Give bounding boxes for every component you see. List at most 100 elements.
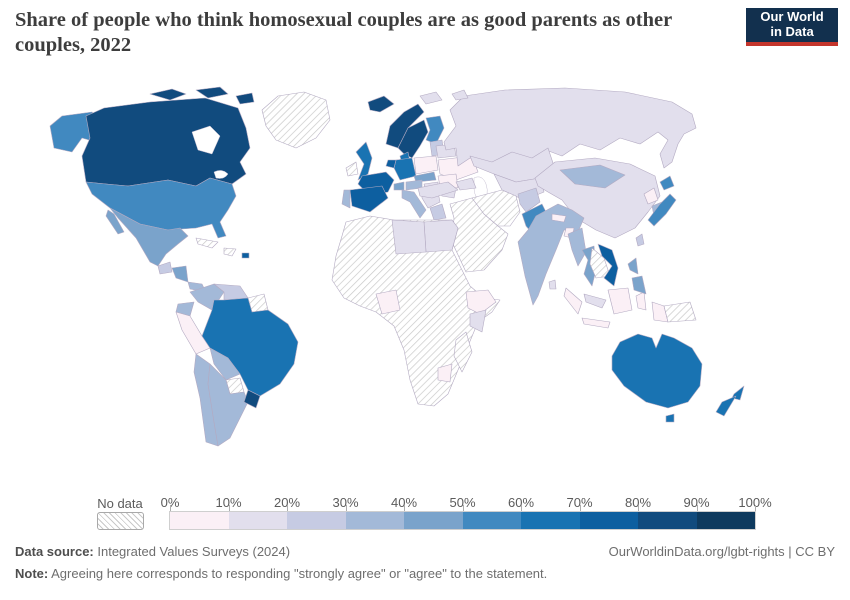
country-united-kingdom[interactable] [355, 141, 373, 181]
country-russia-arctic-island[interactable] [451, 89, 469, 101]
country-indonesia-sulawesi[interactable] [635, 291, 647, 311]
country-cuba[interactable] [195, 237, 219, 249]
country-mexico-baja[interactable] [105, 209, 125, 235]
country-libya[interactable] [391, 219, 427, 255]
legend-tick [462, 505, 464, 512]
legend-tick-label: 0% [160, 495, 180, 510]
country-new-zealand-south[interactable] [715, 395, 737, 417]
legend-tick [345, 505, 347, 512]
legend-bucket-60-70[interactable] [521, 512, 580, 529]
legend-tick-label: 30% [332, 495, 359, 510]
country-japan-honshu[interactable] [647, 193, 677, 227]
country-bolivia[interactable] [209, 347, 241, 381]
legend-bucket-70-80[interactable] [579, 512, 638, 529]
country-caucasus[interactable] [455, 177, 477, 191]
country-germany[interactable] [393, 157, 417, 181]
country-indonesia-borneo[interactable] [607, 287, 633, 315]
country-finland[interactable] [425, 115, 445, 145]
country-egypt[interactable] [423, 219, 459, 253]
legend-tick [638, 505, 639, 512]
country-russia[interactable] [443, 87, 697, 169]
country-canada-island[interactable] [195, 86, 229, 99]
country-canada-island[interactable] [149, 88, 187, 101]
country-china[interactable] [534, 157, 661, 239]
country-poland[interactable] [413, 155, 439, 175]
country-taiwan[interactable] [635, 233, 645, 247]
legend-bucket-80-90[interactable] [638, 512, 697, 529]
country-australia[interactable] [611, 333, 703, 409]
legend-tick-label: 20% [273, 495, 301, 510]
legend-bucket-50-60[interactable] [462, 512, 521, 529]
legend-bucket-10-20[interactable] [228, 512, 287, 529]
country-brazil[interactable] [201, 297, 299, 397]
country-afghanistan[interactable] [517, 187, 541, 213]
legend-tick [287, 505, 288, 512]
country-kenya[interactable] [469, 309, 487, 333]
country-japan-hokkaido[interactable] [659, 175, 675, 191]
legend-tick-label: 60% [507, 495, 535, 510]
data-source-line: Data source: Integrated Values Surveys (… [15, 544, 290, 559]
legend-color-bar[interactable] [169, 511, 756, 530]
legend-bucket-30-40[interactable] [345, 512, 404, 529]
country-malaysia[interactable] [583, 293, 607, 309]
chart-footer: Data source: Integrated Values Surveys (… [15, 544, 835, 588]
country-madagascar[interactable] [453, 331, 473, 373]
legend-tick [696, 505, 698, 512]
country-switzerland[interactable] [393, 181, 405, 191]
country-honduras-nicaragua[interactable] [171, 265, 189, 283]
country-north-korea[interactable] [643, 187, 659, 205]
country-sri-lanka[interactable] [548, 279, 557, 290]
legend-bucket-0-10[interactable] [170, 512, 229, 529]
country-nepal[interactable] [551, 213, 567, 223]
country-indonesia-java[interactable] [581, 317, 611, 329]
country-portugal[interactable] [341, 189, 351, 209]
owid-logo[interactable]: Our World in Data [746, 8, 838, 46]
country-greece[interactable] [429, 203, 447, 221]
legend-tick-label: 50% [449, 495, 476, 510]
country-czech-slovakia[interactable] [413, 171, 437, 183]
country-turkey[interactable] [417, 181, 459, 199]
country-iran[interactable] [471, 189, 521, 227]
country-uruguay[interactable] [243, 389, 261, 409]
legend-bucket-90-100[interactable] [696, 512, 755, 529]
country-ireland[interactable] [345, 161, 359, 177]
country-argentina[interactable] [207, 363, 249, 447]
country-italy[interactable] [401, 189, 427, 219]
country-papua-new-guinea[interactable] [663, 301, 697, 323]
country-australia-tasmania[interactable] [665, 413, 675, 423]
no-data-swatch[interactable] [97, 512, 144, 530]
country-mongolia[interactable] [559, 164, 626, 189]
country-canada-island[interactable] [235, 92, 255, 105]
country-myanmar[interactable] [567, 227, 587, 267]
country-greenland[interactable] [261, 91, 331, 149]
page-title: Share of people who think homosexual cou… [15, 9, 672, 56]
legend-bucket-20-30[interactable] [287, 512, 346, 529]
data-source-label: Data source: [15, 544, 94, 559]
country-russia-arctic-island[interactable] [419, 91, 443, 105]
legend-tick [755, 505, 756, 512]
country-indonesia-sumatra[interactable] [563, 287, 583, 315]
country-zimbabwe[interactable] [437, 363, 453, 383]
country-puerto-rico[interactable] [241, 252, 250, 259]
country-vietnam[interactable] [597, 243, 619, 287]
country-mexico[interactable] [109, 207, 189, 267]
country-nigeria[interactable] [375, 289, 401, 315]
legend-bucket-40-50[interactable] [404, 512, 463, 529]
country-guatemala[interactable] [157, 261, 173, 275]
legend-tick-label: 100% [738, 495, 772, 510]
legend-tick-label: 90% [683, 495, 710, 510]
country-benelux[interactable] [385, 159, 397, 169]
country-spain[interactable] [349, 185, 389, 213]
owid-url-link[interactable]: OurWorldinData.org/lgbt-rights | CC BY [608, 544, 835, 559]
no-data-label: No data [97, 496, 143, 511]
note-label: Note: [15, 566, 49, 581]
country-hispaniola[interactable] [223, 247, 237, 257]
country-sweden[interactable] [397, 119, 429, 159]
legend-tick [404, 505, 405, 512]
country-iceland[interactable] [367, 95, 395, 113]
country-philippines-south[interactable] [631, 275, 647, 295]
country-ethiopia[interactable] [465, 289, 497, 315]
legend-tick-label: 40% [390, 495, 418, 510]
country-philippines-north[interactable] [627, 257, 639, 275]
